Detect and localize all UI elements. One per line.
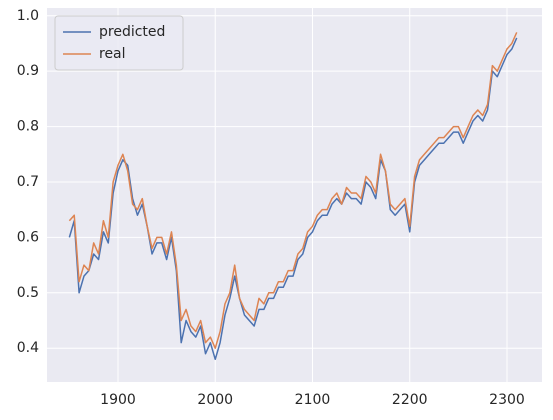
y-tick-label: 0.9 [17,63,39,79]
legend-label: real [99,46,126,62]
y-tick-label: 0.8 [17,119,39,135]
legend-box [54,15,184,71]
x-tick-label: 2300 [489,392,525,408]
x-tick-label: 2000 [197,392,233,408]
x-tick-label: 2200 [392,392,428,408]
y-tick-label: 1.0 [17,8,39,24]
y-tick-label: 0.4 [17,340,39,356]
y-tick-label: 0.6 [17,229,39,245]
x-tick-label: 1900 [100,392,136,408]
line-series [68,32,518,349]
y-tick-label: 0.7 [17,174,39,190]
y-tick-label: 0.5 [17,285,39,301]
legend-label: predicted [99,24,165,40]
x-tick-label: 2100 [295,392,331,408]
